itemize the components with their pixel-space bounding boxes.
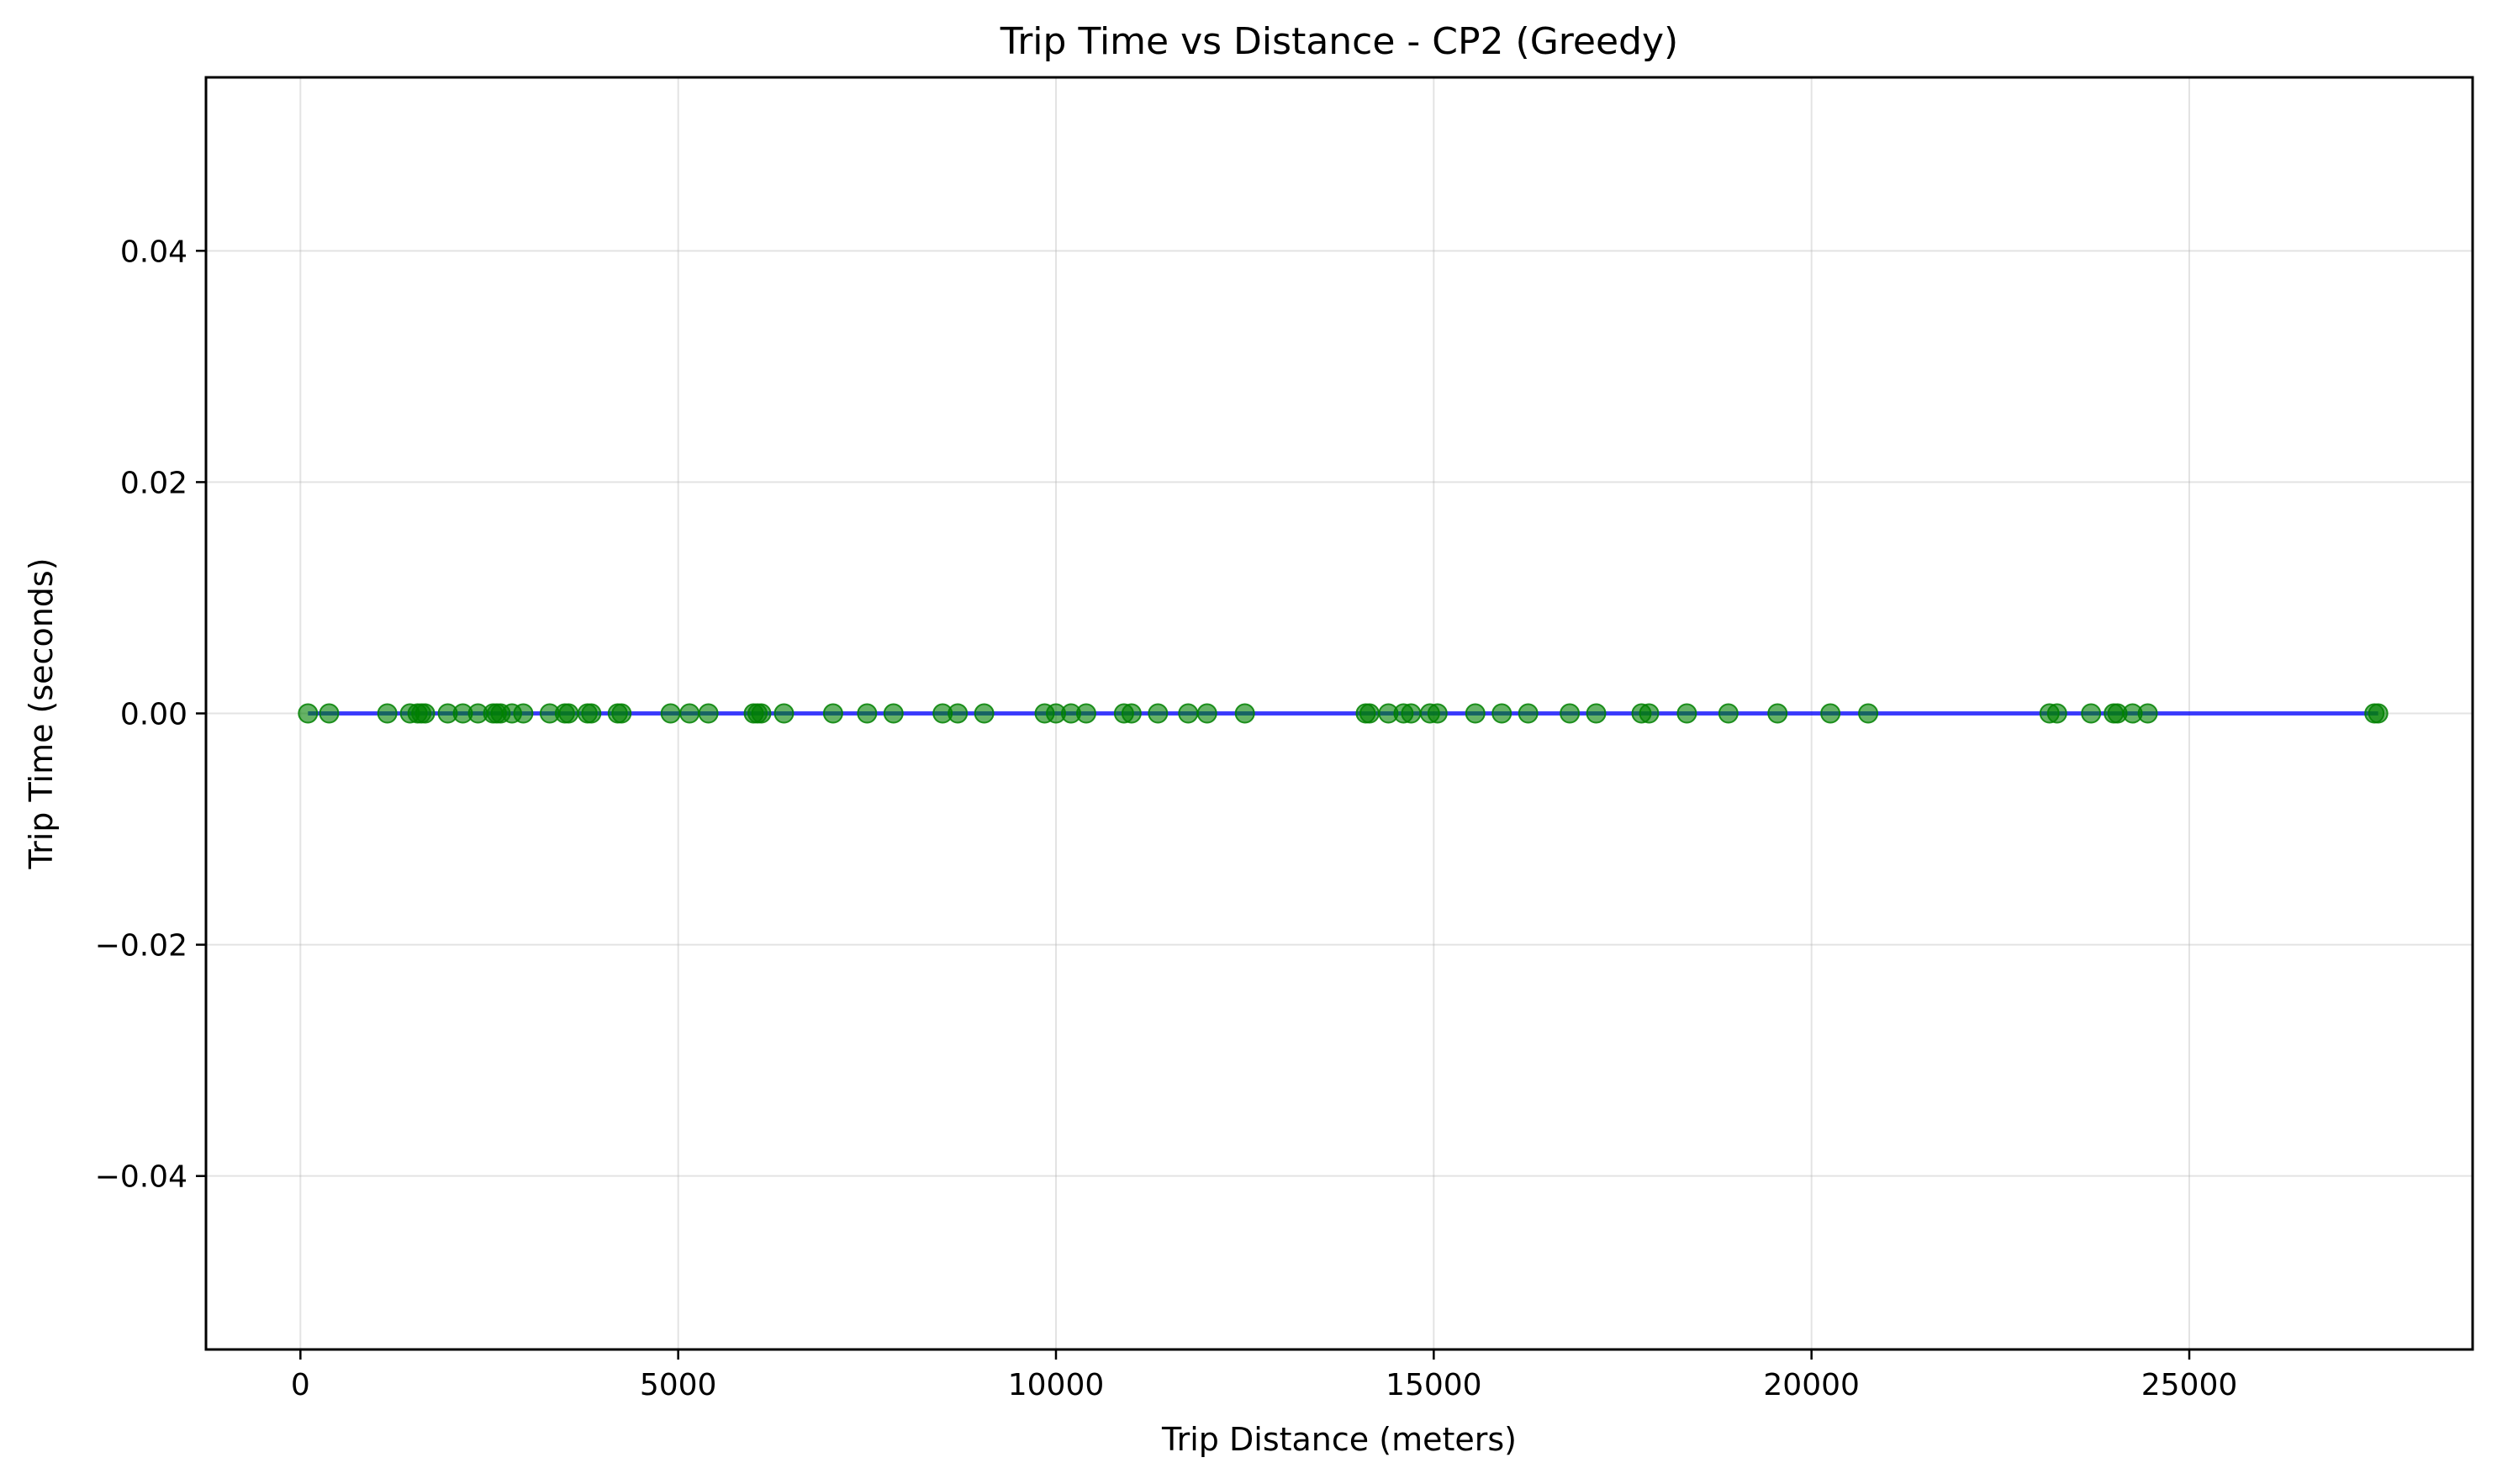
y-axis-title: Trip Time (seconds) (23, 557, 60, 869)
scatter-point (1639, 703, 1660, 724)
scatter-point (558, 703, 579, 724)
scatter-point (414, 703, 436, 724)
scatter-point (1491, 703, 1512, 724)
chart-title: Trip Time vs Distance - CP2 (Greedy) (1000, 20, 1678, 63)
x-axis-title: Trip Distance (meters) (1161, 1421, 1517, 1458)
scatter-point (1465, 703, 1486, 724)
scatter-point (773, 703, 794, 724)
scatter-point (1820, 703, 1841, 724)
scatter-point (679, 703, 700, 724)
y-tick-label: 0.00 (120, 698, 187, 732)
scatter-point (1427, 703, 1448, 724)
scatter-point (1075, 703, 1096, 724)
scatter-point (1359, 703, 1380, 724)
y-tick-label: 0.04 (120, 235, 187, 269)
x-tick-label: 15000 (1386, 1368, 1482, 1402)
scatter-point (1767, 703, 1788, 724)
y-tick-label: −0.02 (95, 929, 187, 964)
scatter-point (751, 703, 772, 724)
y-tick-label: 0.02 (120, 466, 187, 500)
scatter-point (1560, 703, 1581, 724)
scatter-point (611, 703, 632, 724)
scatter-point (1858, 703, 1879, 724)
y-axis-ticks: −0.04 −0.02 0.00 0.02 0.04 (95, 235, 206, 1195)
scatter-point (883, 703, 904, 724)
scatter-point (513, 703, 534, 724)
scatter-point (1234, 703, 1255, 724)
scatter-point (2081, 703, 2102, 724)
scatter-point (1586, 703, 1607, 724)
x-tick-label: 25000 (2141, 1368, 2238, 1402)
x-axis-ticks: 0 5000 10000 15000 20000 25000 (291, 1349, 2237, 1402)
scatter-point (1518, 703, 1539, 724)
scatter-point (2137, 703, 2158, 724)
scatter-points (298, 703, 2389, 724)
y-tick-label: −0.04 (95, 1160, 187, 1195)
scatter-point (1196, 703, 1217, 724)
scatter-point (857, 703, 878, 724)
scatter-point (1718, 703, 1739, 724)
scatter-point (2368, 703, 2389, 724)
scatter-point (1401, 703, 1422, 724)
scatter-point (1178, 703, 1199, 724)
scatter-point (581, 703, 602, 724)
scatter-point (1676, 703, 1697, 724)
scatter-point (948, 703, 969, 724)
scatter-point (319, 703, 340, 724)
scatter-point (822, 703, 843, 724)
scatter-point (2046, 703, 2067, 724)
x-tick-label: 20000 (1763, 1368, 1860, 1402)
x-tick-label: 0 (291, 1368, 310, 1402)
scatter-point (1121, 703, 1142, 724)
x-tick-label: 10000 (1008, 1368, 1105, 1402)
scatter-point (698, 703, 719, 724)
x-tick-label: 5000 (640, 1368, 717, 1402)
scatter-point (1148, 703, 1169, 724)
scatter-point (974, 703, 995, 724)
scatter-point (377, 703, 398, 724)
scatter-point (660, 703, 681, 724)
scatter-point (298, 703, 319, 724)
